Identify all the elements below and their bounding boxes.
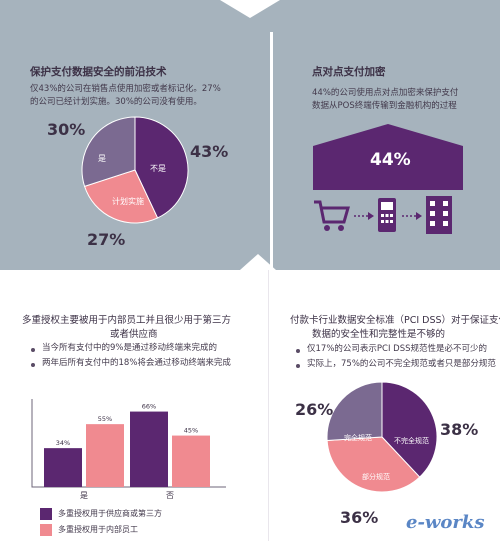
panel1-title: 保护支付数据安全的前沿技术 xyxy=(30,66,167,78)
panel3-title-line2: 或者供应商 xyxy=(110,329,158,340)
panel1-pct-yes: 30% xyxy=(47,120,86,139)
house-pct: 44% xyxy=(370,150,411,170)
bar-1-0 xyxy=(130,411,168,487)
bar-category-label-0: 是 xyxy=(80,491,88,500)
middle-notch xyxy=(240,254,276,270)
pie-slice-plan xyxy=(83,169,159,224)
panel4-label-not: 不完全规范 xyxy=(394,437,429,445)
legend-label-internal: 多重授权用于内部员工 xyxy=(58,525,138,534)
bar-value-label-0-1: 55% xyxy=(98,415,112,423)
bar-0-0 xyxy=(44,448,82,487)
bar-value-label-1-1: 45% xyxy=(184,427,198,435)
panel3-bullet2: 两年后所有支付中的18%将会通过移动终端来完成 xyxy=(42,358,231,368)
pie-slice-yes xyxy=(81,116,136,188)
panel2-title: 点对点支付加密 xyxy=(312,66,386,78)
bar-1-1 xyxy=(172,435,210,487)
shopping-cart-icon xyxy=(314,200,350,231)
legend-swatch-third-party xyxy=(40,508,52,520)
panel1-pct-no: 43% xyxy=(190,142,229,161)
payment-flow-icons xyxy=(314,196,452,234)
panel4-pct-not: 38% xyxy=(440,420,479,439)
legend-swatch-internal xyxy=(40,524,52,536)
panel4-bullet1: 仅17%的公司表示PCI DSS规范性是必不可少的 xyxy=(307,344,487,354)
panel4-label-full: 完全规范 xyxy=(344,434,372,442)
bank-building-icon xyxy=(426,196,452,234)
panel1-pie-chart xyxy=(81,116,189,224)
panel4-label-partial: 部分规范 xyxy=(362,473,390,481)
panel4-pct-full: 26% xyxy=(295,400,334,419)
panel4-title-line2: 数据的安全性和完整性是不够的 xyxy=(312,329,446,340)
panel1-desc-line1: 仅43%的公司在销售点使用加密或者标记化。27% xyxy=(30,84,221,94)
panel1-label-yes: 是 xyxy=(98,154,106,163)
arrow-icon-2 xyxy=(402,212,422,220)
bar-0-1 xyxy=(86,424,124,487)
panel4-pie-chart xyxy=(326,381,438,493)
vertical-divider xyxy=(270,32,273,270)
arrow-icon-1 xyxy=(354,212,374,220)
bar-value-label-0-0: 34% xyxy=(56,439,70,447)
pos-terminal-icon xyxy=(378,198,396,232)
panel1-label-no: 不是 xyxy=(150,164,166,173)
panel4-bullet2-dot xyxy=(296,364,300,368)
pie-slice-full xyxy=(326,381,383,441)
panel4-title-line1: 付款卡行业数据安全标准（PCI DSS）对于保证支付 xyxy=(290,315,500,326)
bar-category-label-1: 否 xyxy=(166,491,174,500)
pie-slice-not-compliant xyxy=(381,381,438,478)
panel2-desc-line1: 44%的公司使用点对点加密来保护支付 xyxy=(312,88,459,98)
watermark-logo: e-works xyxy=(406,512,485,533)
legend-label-third-party: 多重授权用于供应商或第三方 xyxy=(58,509,162,518)
pie-slice-no xyxy=(134,116,189,219)
panel1-pct-plan: 27% xyxy=(87,230,126,249)
panel3-bullet2-dot xyxy=(31,363,35,367)
panel4-pct-partial: 36% xyxy=(340,508,379,527)
bottom-vertical-divider xyxy=(268,270,269,541)
panel3-bullet1: 当今所有支付中的9%是通过移动终端来完成的 xyxy=(42,343,217,353)
bar-value-label-1-0: 66% xyxy=(142,403,156,411)
panel2-desc-line2: 数据从POS终端传输到金融机构的过程 xyxy=(312,101,457,111)
panel1-desc-line2: 的公司已经计划实施。30%的公司没有使用。 xyxy=(30,97,202,107)
top-notch xyxy=(220,0,280,18)
panel3-title-line1: 多重授权主要被用于内部员工并且很少用于第三方 xyxy=(22,315,232,326)
house-shape xyxy=(313,124,463,190)
panel4-bullet2: 实际上，75%的公司不完全规范或者只是部分规范 xyxy=(307,359,496,369)
panel4-bullet1-dot xyxy=(296,349,300,353)
panel3-bullet1-dot xyxy=(31,348,35,352)
pie-slice-partial xyxy=(326,436,421,493)
panel3-bar-chart: 34% 55% 是 66% 45% 否 xyxy=(31,399,226,500)
panel1-label-plan: 计划实施 xyxy=(112,197,144,206)
